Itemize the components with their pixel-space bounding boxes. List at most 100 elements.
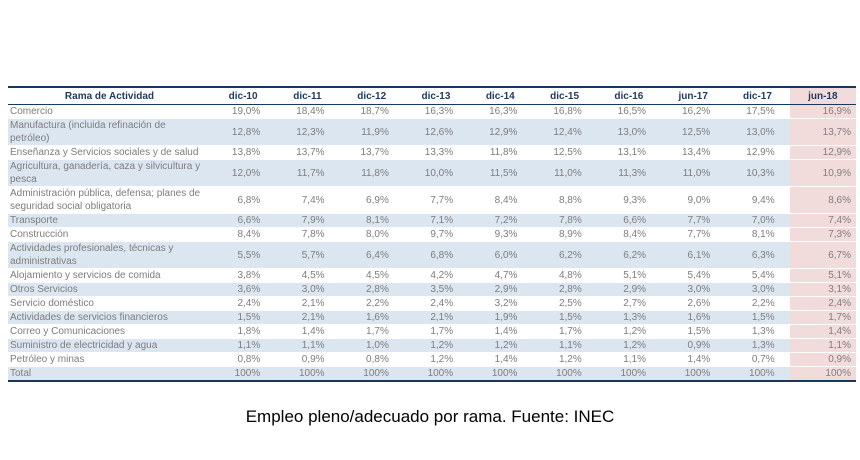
value-cell: 2,2% xyxy=(725,296,790,311)
value-cell: 5,4% xyxy=(661,268,726,283)
value-cell: 10,3% xyxy=(725,159,790,187)
value-cell: 8,0% xyxy=(339,227,404,242)
value-cell: 13,0% xyxy=(596,118,662,146)
value-cell: 11,0% xyxy=(661,159,726,187)
table-caption: Empleo pleno/adecuado por rama. Fuente: … xyxy=(245,407,615,426)
table-body: Comercio 19,0% 18,4% 18,7% 16,3% 16,3% 16,8% 16… xyxy=(8,104,856,382)
value-cell: 12,9% xyxy=(725,145,790,160)
value-cell: 5,1% xyxy=(596,268,662,283)
value-cell: 12,5% xyxy=(532,145,597,160)
value-cell: 2,2% xyxy=(339,296,404,311)
value-cell: 1,3% xyxy=(725,324,790,339)
value-cell: 13,7% xyxy=(339,145,404,160)
row-label: Petróleo y minas xyxy=(8,352,211,367)
value-cell: 8,4% xyxy=(468,186,533,214)
value-cell: 10,0% xyxy=(403,159,469,187)
value-cell: 8,4% xyxy=(210,227,276,242)
value-cell: 13,7% xyxy=(275,145,340,160)
value-cell: 2,9% xyxy=(596,282,662,297)
value-cell: 2,4% xyxy=(210,296,276,311)
value-cell: 1,7% xyxy=(532,324,597,339)
table-row: Administración pública, defensa; planes … xyxy=(8,186,856,214)
value-cell: 16,8% xyxy=(532,104,597,119)
value-cell: 0,8% xyxy=(210,352,276,367)
table-row: Servicio doméstico 2,4% 2,1% 2,2% 2,4% 3,2% 2,… xyxy=(8,296,856,311)
value-cell: 6,4% xyxy=(339,241,404,269)
column-header-dic-15: dic-15 xyxy=(532,86,597,105)
value-cell: 2,8% xyxy=(339,282,404,297)
column-header-dic-13: dic-13 xyxy=(403,86,469,105)
value-cell: 11,3% xyxy=(596,159,662,187)
value-cell: 6,6% xyxy=(596,213,662,228)
value-cell: 1,3% xyxy=(596,310,662,325)
value-cell: 5,4% xyxy=(725,268,790,283)
value-cell: 7,8% xyxy=(275,227,340,242)
value-cell: 11,7% xyxy=(275,159,340,187)
value-cell: 12,9% xyxy=(468,118,533,146)
value-cell: 3,2% xyxy=(468,296,533,311)
value-cell: 100% xyxy=(661,366,726,382)
value-cell: 1,2% xyxy=(403,338,469,353)
value-cell: 8,4% xyxy=(596,227,662,242)
value-cell: 6,8% xyxy=(403,241,469,269)
value-cell: 4,7% xyxy=(468,268,533,283)
value-cell: 1,6% xyxy=(339,310,404,325)
value-cell: 8,1% xyxy=(339,213,404,228)
value-cell: 9,0% xyxy=(661,186,726,214)
row-label: Agricultura, ganadería, caza y silvicult… xyxy=(8,159,211,187)
value-cell: 13,4% xyxy=(661,145,726,160)
column-header-rama: Rama de Actividad xyxy=(8,86,211,105)
value-cell: 19,0% xyxy=(210,104,276,119)
value-cell: 1,2% xyxy=(403,352,469,367)
value-cell: 100% xyxy=(596,366,662,382)
column-header-jun-18: jun-18 xyxy=(789,86,856,105)
value-cell: 6,1% xyxy=(661,241,726,269)
value-cell: 3,5% xyxy=(403,282,469,297)
value-cell: 1,4% xyxy=(275,324,340,339)
value-cell: 7,2% xyxy=(468,213,533,228)
value-cell: 12,6% xyxy=(403,118,469,146)
table-row: Comercio 19,0% 18,4% 18,7% 16,3% 16,3% 16,8% 16… xyxy=(8,104,856,119)
value-cell: 2,1% xyxy=(275,296,340,311)
value-cell: 13,8% xyxy=(210,145,276,160)
value-cell: 1,3% xyxy=(725,338,790,353)
value-cell: 12,8% xyxy=(210,118,276,146)
value-cell: 1,8% xyxy=(210,324,276,339)
value-cell: 10,9% xyxy=(789,159,856,187)
value-cell: 9,3% xyxy=(468,227,533,242)
value-cell: 12,5% xyxy=(661,118,726,146)
column-header-dic-11: dic-11 xyxy=(275,86,340,105)
value-cell: 7,9% xyxy=(275,213,340,228)
value-cell: 100% xyxy=(339,366,404,382)
row-label: Construcción xyxy=(8,227,211,242)
value-cell: 7,8% xyxy=(532,213,597,228)
value-cell: 12,4% xyxy=(532,118,597,146)
value-cell: 3,8% xyxy=(210,268,276,283)
value-cell: 7,1% xyxy=(403,213,469,228)
value-cell: 5,7% xyxy=(275,241,340,269)
value-cell: 1,7% xyxy=(339,324,404,339)
value-cell: 1,6% xyxy=(661,310,726,325)
value-cell: 1,5% xyxy=(725,310,790,325)
value-cell: 16,9% xyxy=(789,104,856,119)
value-cell: 18,4% xyxy=(275,104,340,119)
table-row: Petróleo y minas 0,8% 0,9% 0,8% 1,2% 1,4% 1,2%… xyxy=(8,352,856,367)
value-cell: 0,7% xyxy=(725,352,790,367)
value-cell: 2,8% xyxy=(532,282,597,297)
value-cell: 1,2% xyxy=(532,352,597,367)
row-label: Administración pública, defensa; planes … xyxy=(8,186,211,214)
row-label: Enseñanza y Servicios sociales y de salu… xyxy=(8,145,211,160)
value-cell: 1,1% xyxy=(275,338,340,353)
table-row: Transporte 6,6% 7,9% 8,1% 7,1% 7,2% 7,8% 6,6% 7,… xyxy=(8,213,856,228)
value-cell: 1,2% xyxy=(596,338,662,353)
value-cell: 0,9% xyxy=(275,352,340,367)
value-cell: 2,1% xyxy=(403,310,469,325)
value-cell: 100% xyxy=(403,366,469,382)
value-cell: 6,2% xyxy=(532,241,597,269)
value-cell: 0,9% xyxy=(661,338,726,353)
value-cell: 7,0% xyxy=(725,213,790,228)
value-cell: 1,4% xyxy=(468,352,533,367)
value-cell: 6,6% xyxy=(210,213,276,228)
value-cell: 12,0% xyxy=(210,159,276,187)
activity-table: Rama de Actividad dic-10 dic-11 dic-12 dic-1… xyxy=(8,86,856,382)
